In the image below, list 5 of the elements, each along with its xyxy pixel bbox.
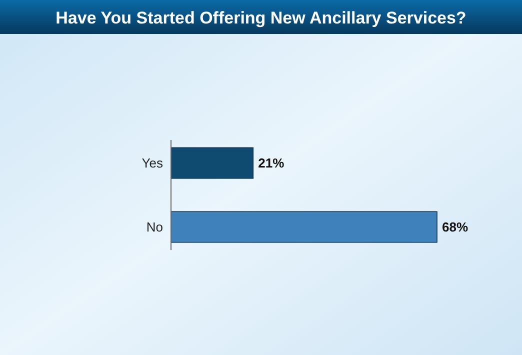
y-tick-label: No xyxy=(146,219,163,234)
y-tick-label: Yes xyxy=(142,156,164,171)
data-label: 68% xyxy=(442,219,468,234)
chart-title: Have You Started Offering New Ancillary Services? xyxy=(56,8,466,28)
data-label: 21% xyxy=(258,156,285,171)
